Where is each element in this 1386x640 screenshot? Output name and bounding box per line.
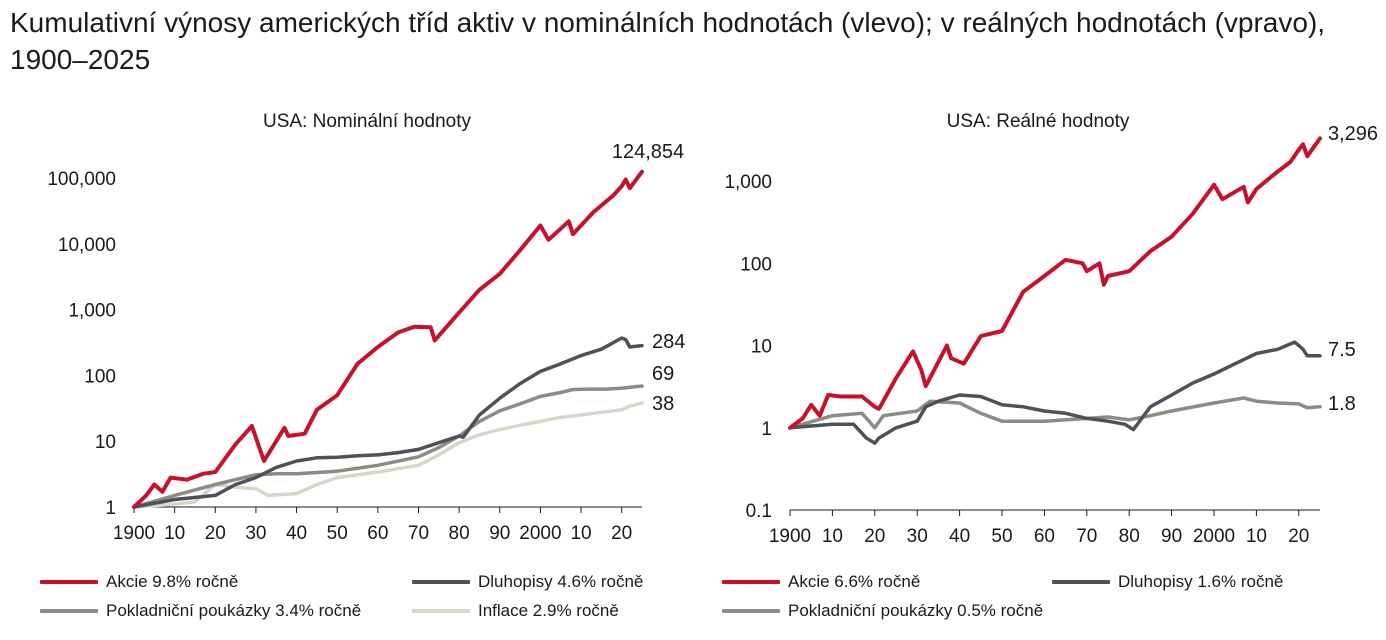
y-tick-label: 10 xyxy=(95,432,116,453)
legend-label: Inflace 2.9% ročně xyxy=(478,601,619,620)
series-line-1 xyxy=(132,336,644,509)
x-tick-label: 10 xyxy=(164,523,185,544)
legend-swatch xyxy=(40,609,98,613)
x-tick-label: 60 xyxy=(367,523,388,544)
x-tick-label: 70 xyxy=(1076,526,1097,547)
y-tick-label: 100 xyxy=(84,366,116,387)
x-tick-label: 40 xyxy=(949,526,970,547)
x-tick-label: 20 xyxy=(205,523,226,544)
legend-label: Pokladniční poukázky 0.5% ročně xyxy=(788,601,1044,620)
x-tick-label: 30 xyxy=(907,526,928,547)
y-tick-label: 100 xyxy=(740,254,772,275)
series-line-1 xyxy=(788,340,1322,445)
x-tick-label: 20 xyxy=(1288,526,1309,547)
series-line-0 xyxy=(788,136,1322,430)
y-tick-label: 1,000 xyxy=(724,172,772,193)
legend-label: Akcie 6.6% ročně xyxy=(788,572,921,591)
panel-subtitle: USA: Nominální hodnoty xyxy=(263,111,472,132)
legend-swatch xyxy=(412,580,470,584)
series-line-0 xyxy=(132,169,644,509)
end-value-label: 3,296 xyxy=(1328,123,1378,145)
x-tick-label: 20 xyxy=(864,526,885,547)
x-tick-label: 10 xyxy=(1246,526,1267,547)
chart-title: Kumulativní výnosy amerických tříd aktiv… xyxy=(10,7,1326,75)
y-tick-label: 10,000 xyxy=(58,235,116,256)
y-tick-label: 1,000 xyxy=(68,301,116,322)
legend-item-poukazky-real: Pokladniční poukázky 0.5% ročně xyxy=(722,601,1043,621)
x-tick-label: 50 xyxy=(327,523,348,544)
legend-label: Dluhopisy 4.6% ročně xyxy=(478,572,644,591)
legend-item-akcie-nominal: Akcie 9.8% ročně xyxy=(40,572,238,592)
x-tick-label: 2000 xyxy=(519,523,561,544)
panel-subtitle: USA: Reálné hodnoty xyxy=(947,111,1130,132)
x-tick-label: 80 xyxy=(449,523,470,544)
y-tick-label: 10 xyxy=(751,337,772,358)
y-tick-label: 1 xyxy=(105,498,116,519)
legend-label: Pokladniční poukázky 3.4% ročně xyxy=(106,601,362,620)
x-tick-label: 90 xyxy=(1161,526,1182,547)
legend-label: Dluhopisy 1.6% ročně xyxy=(1118,572,1284,591)
x-tick-label: 2000 xyxy=(1193,526,1235,547)
legend-swatch xyxy=(1052,580,1110,584)
x-tick-label: 1900 xyxy=(113,523,155,544)
x-tick-label: 30 xyxy=(245,523,266,544)
x-tick-label: 10 xyxy=(570,523,591,544)
end-value-label: 69 xyxy=(652,363,674,385)
legend-swatch xyxy=(722,609,780,613)
end-value-label: 7.5 xyxy=(1328,339,1356,361)
legend-label: Akcie 9.8% ročně xyxy=(106,572,239,591)
x-tick-label: 60 xyxy=(1034,526,1055,547)
legend-item-akcie-real: Akcie 6.6% ročně xyxy=(722,572,920,592)
end-value-label: 284 xyxy=(652,331,685,353)
x-tick-label: 20 xyxy=(611,523,632,544)
end-value-label: 124,854 xyxy=(612,141,684,163)
legend-swatch xyxy=(722,580,780,584)
x-tick-label: 90 xyxy=(489,523,510,544)
x-tick-label: 40 xyxy=(286,523,307,544)
legend-swatch xyxy=(40,580,98,584)
x-tick-label: 10 xyxy=(822,526,843,547)
x-tick-label: 70 xyxy=(408,523,429,544)
legend-item-poukazky-nominal: Pokladniční poukázky 3.4% ročně xyxy=(40,601,361,621)
legend-swatch xyxy=(412,609,470,613)
x-tick-label: 50 xyxy=(991,526,1012,547)
x-tick-label: 80 xyxy=(1119,526,1140,547)
end-value-label: 38 xyxy=(652,393,674,415)
x-tick-label: 1900 xyxy=(769,526,811,547)
y-tick-label: 100,000 xyxy=(47,169,116,190)
legend-item-inflace-nominal: Inflace 2.9% ročně xyxy=(412,601,619,621)
y-tick-label: 1 xyxy=(761,419,772,440)
legend-item-dluhopisy-real: Dluhopisy 1.6% ročně xyxy=(1052,572,1283,592)
y-tick-label: 0.1 xyxy=(746,501,772,522)
legend-item-dluhopisy-nominal: Dluhopisy 4.6% ročně xyxy=(412,572,643,592)
end-value-label: 1.8 xyxy=(1328,393,1356,415)
